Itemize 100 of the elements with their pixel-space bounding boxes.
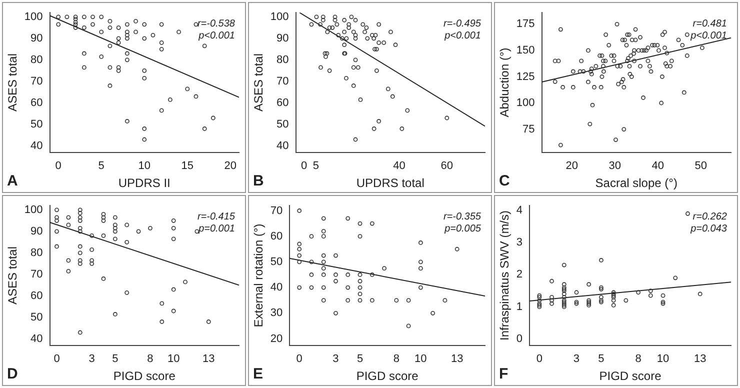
point (309, 22, 314, 27)
point (537, 298, 542, 303)
point (78, 210, 82, 216)
point (116, 25, 121, 30)
point (73, 14, 78, 20)
point (108, 19, 112, 24)
annotation: r=0.262 (692, 211, 728, 222)
y-tick-label: 60 (276, 96, 289, 109)
point (454, 246, 460, 252)
point (297, 285, 302, 290)
x-tick-label: 5 (312, 160, 320, 172)
y-tick-label: 70 (30, 268, 43, 280)
point (382, 40, 386, 45)
point (342, 18, 347, 22)
point (334, 272, 338, 277)
point (321, 260, 326, 264)
annotation: r=-0.495 (443, 18, 482, 30)
point (124, 51, 130, 56)
point (321, 285, 326, 290)
point (374, 68, 379, 73)
point (318, 65, 323, 70)
point (418, 266, 423, 271)
point (171, 226, 176, 230)
point (90, 234, 94, 238)
point (171, 218, 176, 223)
point (112, 312, 118, 316)
point (599, 298, 604, 303)
point (376, 119, 382, 124)
annotation: r=-0.415 (197, 211, 236, 222)
point (78, 330, 82, 335)
x-tick-label: 50 (694, 160, 708, 172)
point (358, 272, 362, 277)
point (673, 276, 678, 280)
point (370, 221, 374, 226)
point (562, 282, 566, 287)
point (142, 137, 147, 142)
x-tick-label: 20 (566, 160, 578, 172)
text: F (499, 366, 508, 383)
point (54, 229, 59, 234)
point (112, 222, 118, 228)
point (159, 108, 164, 113)
y-tick-label: 60 (30, 96, 43, 109)
point (108, 84, 112, 88)
point (353, 36, 358, 41)
point (562, 294, 566, 300)
point (370, 32, 374, 38)
point (321, 229, 326, 234)
x-tick-label: 0 (301, 160, 308, 172)
point (332, 18, 338, 22)
point (370, 272, 374, 277)
point (78, 218, 82, 223)
point (586, 282, 592, 287)
x-tick-label: 60 (440, 160, 454, 172)
point (297, 246, 302, 252)
point (73, 20, 78, 24)
point (351, 65, 356, 70)
point (124, 58, 130, 62)
point (64, 14, 70, 20)
x-tick-label: 5 (598, 353, 604, 366)
point (73, 22, 78, 27)
y-tick-label: 70 (270, 204, 283, 217)
x-tick-label: 15 (181, 160, 194, 172)
point (82, 65, 86, 70)
point (124, 22, 130, 27)
y-tick-label: 100 (516, 97, 535, 110)
point (206, 320, 211, 324)
annotation: p=0.043 (690, 223, 728, 234)
y-tick-label: 150 (516, 44, 535, 56)
x-tick-label: 0 (54, 353, 60, 366)
point (112, 226, 118, 230)
point (562, 303, 566, 308)
point (320, 18, 326, 22)
point (318, 22, 322, 27)
y-tick-label: 60 (270, 230, 283, 242)
point (54, 218, 59, 223)
point (99, 54, 104, 59)
point (321, 253, 326, 258)
point (54, 208, 59, 212)
point (599, 258, 604, 262)
point (418, 240, 423, 245)
point (142, 126, 147, 131)
point (374, 46, 379, 52)
point (168, 98, 172, 102)
x-tick-label: 5 (98, 160, 104, 172)
point (418, 285, 423, 290)
point (116, 36, 121, 41)
point (116, 40, 121, 45)
y-tick-label: 30 (270, 307, 283, 320)
point (99, 14, 104, 20)
point (108, 44, 112, 48)
point (101, 215, 106, 220)
text: D (7, 366, 18, 383)
point (185, 86, 190, 92)
point (159, 22, 164, 27)
y-axis-title: Abduction (°) (498, 48, 512, 118)
point (134, 19, 138, 24)
y-tick-label: 4 (516, 204, 523, 216)
point (112, 236, 118, 242)
point (334, 310, 338, 316)
point (78, 258, 82, 263)
